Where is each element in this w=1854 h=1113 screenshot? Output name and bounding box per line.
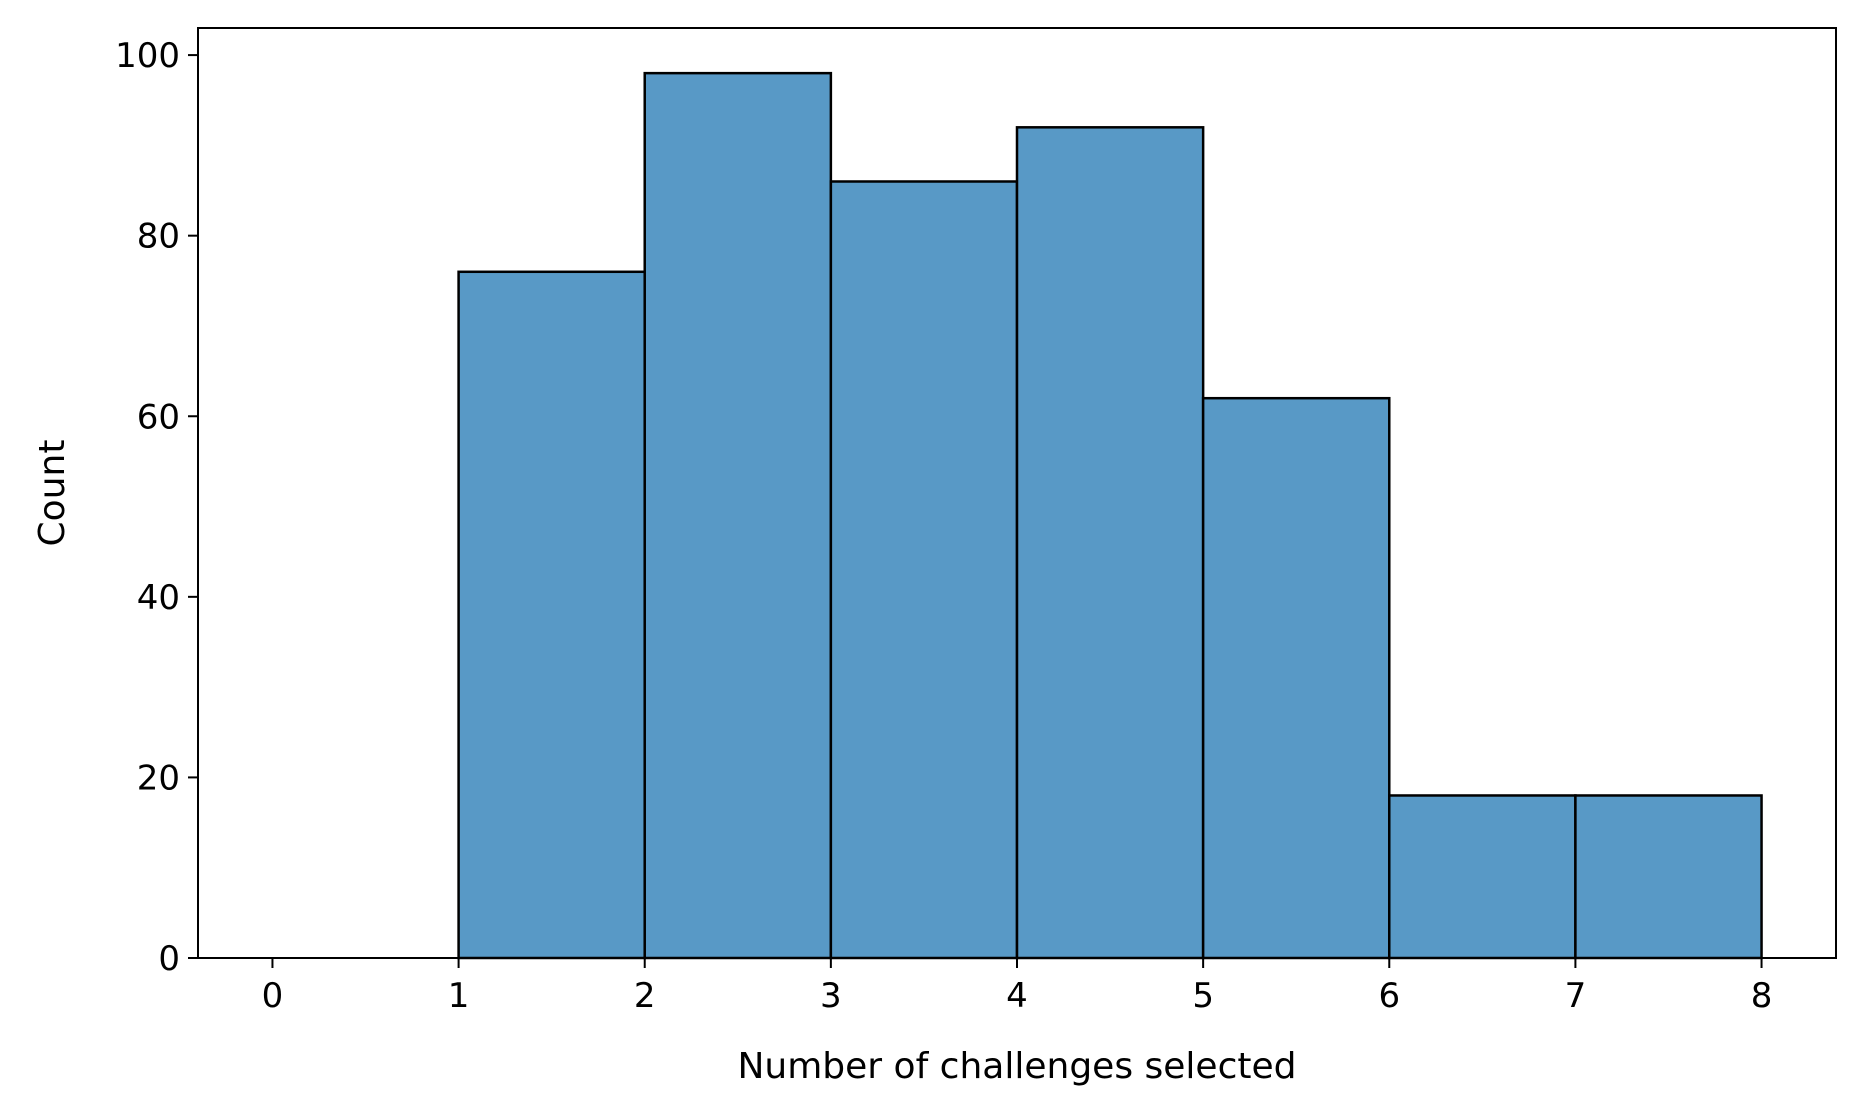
histogram-bar — [643, 71, 833, 960]
x-tick-label: 1 — [448, 976, 470, 1016]
y-tick-label: 40 — [137, 578, 180, 618]
x-tick-label: 4 — [1006, 976, 1028, 1016]
x-tick-label: 8 — [1751, 976, 1773, 1016]
x-tick-label: 5 — [1192, 976, 1214, 1016]
y-tick-label: 0 — [158, 939, 180, 979]
x-tick-label: 3 — [820, 976, 842, 1016]
histogram-bar — [1015, 126, 1205, 960]
y-tick-label: 80 — [137, 217, 180, 257]
x-axis-ticks: 0 1 2 3 4 5 6 7 8 — [262, 958, 1773, 1016]
y-axis-ticks: 0 20 40 60 80 100 — [115, 36, 198, 979]
x-tick-label: 7 — [1565, 976, 1587, 1016]
histogram-bar — [1388, 794, 1577, 960]
histogram-bar — [829, 180, 1019, 960]
y-tick-label: 20 — [137, 758, 180, 798]
axes-frame — [197, 27, 1837, 959]
x-tick-label: 2 — [634, 976, 656, 1016]
y-tick-label: 60 — [137, 397, 180, 437]
bars-group — [457, 71, 1763, 960]
x-tick-label: 0 — [262, 976, 284, 1016]
x-tick-label: 6 — [1378, 976, 1400, 1016]
histogram-bar — [1574, 794, 1763, 960]
y-tick-label: 100 — [115, 36, 180, 76]
x-axis-label: Number of challenges selected — [737, 1046, 1296, 1087]
histogram-bar — [457, 270, 646, 960]
y-axis-label: Count — [32, 440, 73, 547]
histogram-bar — [1201, 396, 1391, 960]
